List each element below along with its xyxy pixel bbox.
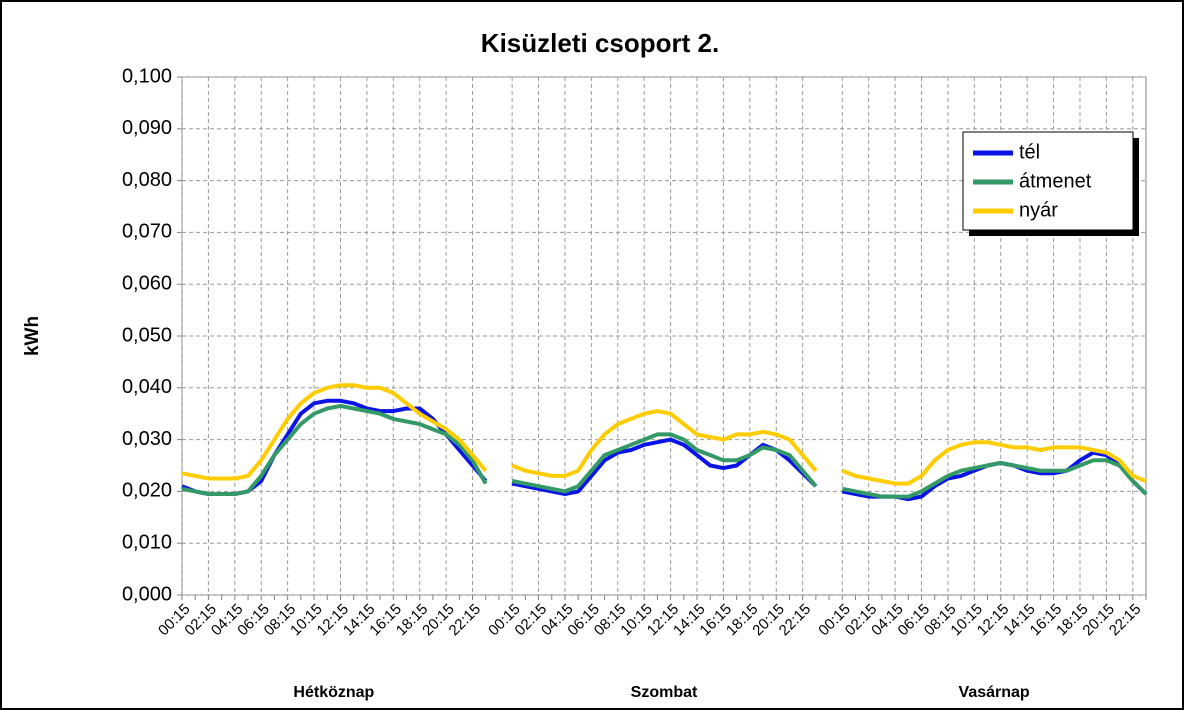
- y-axis-label: kWh: [22, 316, 43, 356]
- group-label: Hétköznap: [293, 684, 374, 701]
- y-tick-label: 0,100: [122, 65, 172, 87]
- series-line: [181, 383, 1147, 486]
- group-label: Vasárnap: [959, 684, 1030, 701]
- legend-label: tél: [1019, 141, 1040, 163]
- group-label: Szombat: [631, 684, 698, 701]
- chart-title: Kisüzleti csoport 2.: [481, 28, 719, 58]
- y-tick-label: 0,010: [122, 531, 172, 553]
- series-line: [181, 403, 1148, 499]
- y-tick-label: 0,040: [122, 376, 172, 398]
- y-tick-label: 0,070: [122, 221, 172, 243]
- y-tick-label: 0,000: [122, 583, 172, 605]
- y-tick-label: 0,020: [122, 480, 172, 502]
- legend-label: átmenet: [1019, 170, 1092, 192]
- legend-label: nyár: [1019, 199, 1058, 221]
- y-tick-label: 0,030: [122, 428, 172, 450]
- y-tick-label: 0,060: [122, 272, 172, 294]
- y-tick-label: 0,090: [122, 117, 172, 139]
- y-tick-label: 0,050: [122, 324, 172, 346]
- y-tick-label: 0,080: [122, 169, 172, 191]
